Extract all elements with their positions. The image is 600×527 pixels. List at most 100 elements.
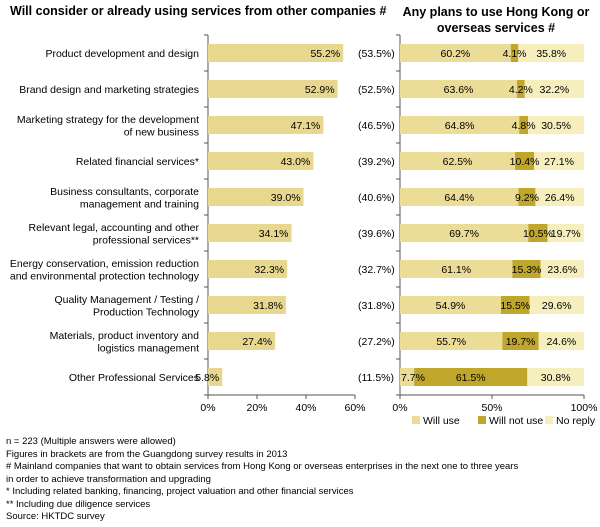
will-use-segment xyxy=(400,224,529,242)
chart-area: Product development and design 55.2% (53.5… xyxy=(10,34,598,427)
will-use-segment xyxy=(400,44,511,62)
left-bar-value-label: 32.3% xyxy=(254,264,284,276)
no-reply-value-label: 29.6% xyxy=(542,300,572,312)
left-bar-value-label: 31.8% xyxy=(253,300,283,312)
will-not-use-value-label: 19.7% xyxy=(506,336,536,348)
note-double-star: ** Including due diligence services xyxy=(6,498,151,510)
note-hash-cont: in order to achieve transformation and u… xyxy=(6,473,211,485)
will-use-value-label: 62.5% xyxy=(443,156,473,168)
category-label-line: of new business xyxy=(124,126,199,138)
bracket-value-label: (39.6%) xyxy=(358,228,395,240)
category-label-line: and environmental protection technology xyxy=(10,270,200,282)
category-label-line: management and training xyxy=(80,198,199,210)
no-reply-value-label: 32.2% xyxy=(539,84,569,96)
category-label: Relevant legal, accounting and other prof… xyxy=(29,222,200,247)
no-reply-value-label: 23.6% xyxy=(547,264,577,276)
will-use-value-label: 55.7% xyxy=(436,336,466,348)
category-label-line: Quality Management / Testing / xyxy=(54,294,199,306)
will-not-use-segment xyxy=(510,44,519,62)
will-use-value-label: 60.2% xyxy=(440,48,470,60)
will-use-segment xyxy=(400,188,519,206)
will-use-segment xyxy=(400,152,515,170)
left-x-tick-label: 20% xyxy=(246,402,267,414)
bracket-value-label: (52.5%) xyxy=(358,84,395,96)
category-label: Quality Management / Testing / Production… xyxy=(54,294,199,319)
will-use-value-label: 69.7% xyxy=(449,228,479,240)
right-chart-title: Any plans to use Hong Kong or overseas s… xyxy=(402,5,590,35)
note-hash: # Mainland companies that want to obtain… xyxy=(6,461,519,472)
left-x-tick-label: 60% xyxy=(344,402,365,414)
will-use-value-label: 61.1% xyxy=(441,264,471,276)
category-label: Product development and design xyxy=(45,48,199,60)
left-bar-value-label: 34.1% xyxy=(259,228,289,240)
will-not-use-segment xyxy=(502,332,539,350)
will-not-use-value-label: 61.5% xyxy=(456,372,486,384)
will-use-segment xyxy=(400,368,415,386)
legend-swatch xyxy=(478,416,486,424)
left-bar-value-label: 27.4% xyxy=(242,336,272,348)
category-label-line: Marketing strategy for the development xyxy=(17,114,199,126)
will-use-segment xyxy=(400,80,518,98)
left-bar-value-label: 52.9% xyxy=(305,84,335,96)
category-label-line: professional services** xyxy=(93,234,199,246)
left-chart-title: Will consider or already using services … xyxy=(10,4,387,18)
left-bar-value-label: 55.2% xyxy=(310,48,340,60)
right-x-tick-label: 0% xyxy=(392,402,407,414)
no-reply-segment xyxy=(540,260,584,278)
will-use-value-label: 64.4% xyxy=(444,192,474,204)
left-bar-value-label: 5.8% xyxy=(195,372,219,384)
left-bar xyxy=(208,188,304,206)
will-not-use-value-label: 4.8% xyxy=(512,120,536,132)
will-not-use-segment xyxy=(501,296,530,314)
no-reply-value-label: 27.1% xyxy=(544,156,574,168)
category-label-line: Other Professional Services xyxy=(69,372,199,384)
category-label: Energy conservation, emission reduction a… xyxy=(10,258,200,283)
category-label: Related financial services* xyxy=(76,156,199,168)
no-reply-segment xyxy=(538,332,584,350)
will-use-value-label: 63.6% xyxy=(444,84,474,96)
no-reply-value-label: 19.7% xyxy=(551,228,581,240)
no-reply-value-label: 30.5% xyxy=(541,120,571,132)
no-reply-segment xyxy=(528,116,585,134)
will-not-use-segment xyxy=(518,188,536,206)
no-reply-segment xyxy=(547,224,584,242)
category-label-line: Business consultants, corporate xyxy=(50,186,199,198)
left-bar-value-label: 43.0% xyxy=(281,156,311,168)
no-reply-value-label: 24.6% xyxy=(546,336,576,348)
legend-label: Will not use xyxy=(489,415,543,427)
note-single-star: * Including related banking, financing, … xyxy=(6,486,354,497)
left-bar xyxy=(208,368,223,386)
category-label-line: Materials, product inventory and xyxy=(50,330,200,342)
right-x-tick-label: 100% xyxy=(571,402,598,414)
no-reply-segment xyxy=(527,368,584,386)
no-reply-value-label: 30.8% xyxy=(541,372,571,384)
category-label: Marketing strategy for the development of… xyxy=(17,114,199,139)
note-sample-size: n = 223 (Multiple answers were allowed) xyxy=(6,436,176,447)
no-reply-value-label: 26.4% xyxy=(545,192,575,204)
left-bar xyxy=(208,332,276,350)
will-use-segment xyxy=(400,296,502,314)
bracket-value-label: (31.8%) xyxy=(358,300,395,312)
will-not-use-segment xyxy=(414,368,528,386)
will-not-use-segment xyxy=(528,224,548,242)
left-bar-value-label: 47.1% xyxy=(291,120,321,132)
left-bar-value-label: 39.0% xyxy=(271,192,301,204)
left-bar xyxy=(208,80,338,98)
category-label-line: Related financial services* xyxy=(76,156,199,168)
legend-swatch xyxy=(412,416,420,424)
category-label: Other Professional Services xyxy=(69,372,199,384)
will-not-use-segment xyxy=(515,152,535,170)
no-reply-segment xyxy=(524,80,584,98)
will-not-use-value-label: 15.3% xyxy=(512,264,542,276)
category-label-line: Brand design and marketing strategies xyxy=(19,84,199,96)
category-label-line: Production Technology xyxy=(93,306,200,318)
will-use-value-label: 54.9% xyxy=(436,300,466,312)
category-label: Materials, product inventory and logistic… xyxy=(50,330,200,355)
will-use-segment xyxy=(400,260,513,278)
left-bar xyxy=(208,260,288,278)
category-label-line: Energy conservation, emission reduction xyxy=(10,258,199,270)
will-not-use-segment xyxy=(512,260,541,278)
will-not-use-value-label: 4.1% xyxy=(503,48,527,60)
footnotes: n = 223 (Multiple answers were allowed) … xyxy=(6,436,518,524)
will-not-use-segment xyxy=(517,80,525,98)
